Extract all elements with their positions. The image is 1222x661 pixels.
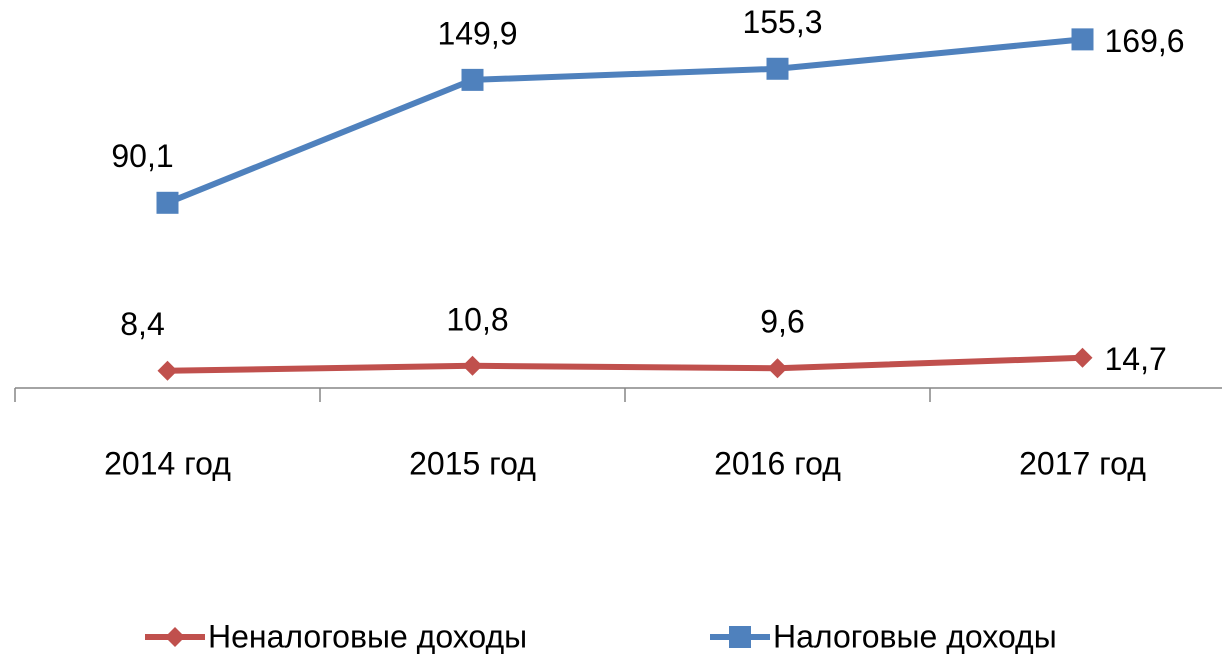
data-point bbox=[462, 355, 483, 376]
data-point bbox=[1071, 28, 1094, 51]
data-point bbox=[767, 358, 788, 379]
series-line bbox=[167, 354, 1083, 374]
data-point bbox=[156, 191, 179, 214]
x-tick-label: 2015 год bbox=[409, 445, 536, 481]
data-point bbox=[1072, 347, 1093, 368]
data-label: 90,1 bbox=[111, 138, 173, 174]
legend-marker bbox=[729, 626, 751, 648]
data-point bbox=[461, 68, 484, 91]
x-tick-label: 2014 год bbox=[104, 445, 231, 481]
series-line bbox=[166, 36, 1083, 206]
data-label: 155,3 bbox=[742, 4, 822, 40]
data-label: 169,6 bbox=[1105, 23, 1185, 59]
legend-marker bbox=[165, 627, 185, 647]
data-label: 10,8 bbox=[446, 301, 508, 337]
x-tick-label: 2017 год bbox=[1019, 445, 1146, 481]
data-point bbox=[157, 360, 178, 381]
data-label: 14,7 bbox=[1105, 341, 1167, 377]
data-label: 8,4 bbox=[120, 306, 164, 342]
legend-label: Неналоговые доходы bbox=[208, 618, 527, 654]
x-tick-label: 2016 год bbox=[714, 445, 841, 481]
data-point bbox=[766, 57, 789, 80]
data-label: 9,6 bbox=[760, 304, 804, 340]
legend-label: Налоговые доходы bbox=[773, 618, 1057, 654]
data-label: 149,9 bbox=[437, 15, 517, 51]
